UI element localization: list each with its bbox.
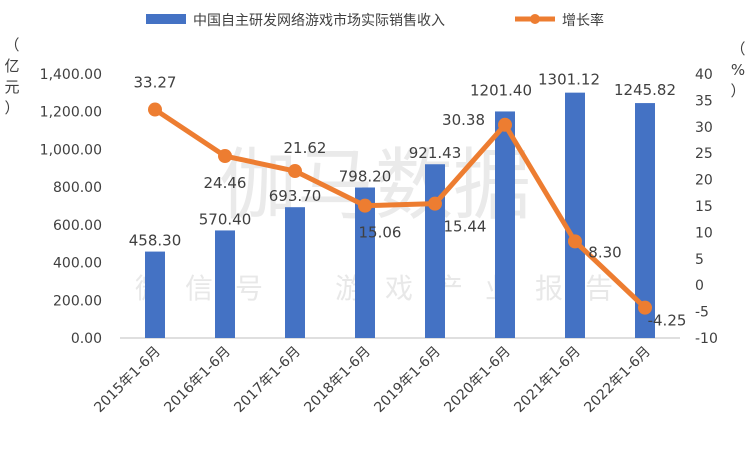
x-tick-label: 2020年1-6月 [441,344,513,416]
growth-line [153,107,647,310]
x-tick-label: 2017年1-6月 [231,344,303,416]
growth-point [498,117,512,132]
left-unit-char: ） [4,99,19,117]
line-value-label: 24.46 [204,174,247,192]
growth-point [638,300,652,315]
bar-value-label: 1245.82 [614,81,676,99]
left-tick-label: 600.00 [53,218,102,234]
left-tick-label: 0.00 [71,331,102,347]
growth-point [218,149,232,164]
left-tick-label: 800.00 [53,180,102,196]
bar [635,103,655,338]
right-tick-label: 10 [695,225,713,241]
bar-value-label: 570.40 [199,210,252,228]
growth-point [428,196,442,211]
line-value-label: -4.25 [648,312,687,330]
line-value-label: 33.27 [134,74,177,92]
right-tick-label: 0 [695,278,704,294]
right-tick-label: -5 [695,305,709,321]
right-tick-label: 20 [695,173,713,189]
right-tick-label: 40 [695,67,713,83]
left-tick-label: 1,000.00 [40,142,102,158]
plot-area: 0.00 200.00 400.00 600.00 800.00 1,000.00 1,20… [40,67,718,416]
legend-bar-label: 中国自主研发网络游戏市场实际销售收入 [193,12,445,29]
bar-value-label: 693.70 [269,187,322,205]
bar [495,111,515,338]
right-tick-label: 35 [695,93,713,109]
right-tick-label: -10 [695,331,718,347]
legend: 中国自主研发网络游戏市场实际销售收入 增长率 [146,12,604,29]
left-axis-unit: （ 亿 元 ） [4,36,19,117]
right-unit-char: ） [730,82,745,100]
growth-point [288,164,302,179]
bar-value-label: 798.20 [339,167,392,185]
x-tick-label: 2018年1-6月 [301,344,373,416]
right-axis-unit: （ % ） [730,40,745,100]
left-unit-char: （ [4,36,19,54]
left-unit-char: 元 [4,78,19,96]
left-unit-char: 亿 [4,57,19,75]
bar [565,92,585,339]
right-tick-label: 15 [695,199,713,215]
left-tick-label: 1,200.00 [40,105,102,121]
legend-line-label: 增长率 [562,12,604,29]
right-unit-char: （ [730,40,745,58]
bar-value-label: 1301.12 [538,71,600,89]
growth-point [568,234,582,249]
line-value-label: 15.44 [444,218,487,236]
line-value-label: 8.30 [588,243,621,261]
bar-value-label: 458.30 [129,232,182,250]
bar-value-label: 921.43 [409,144,462,162]
line-value-label: 15.06 [359,224,402,242]
bar [215,230,235,338]
x-tick-label: 2016年1-6月 [161,344,233,416]
bar [425,164,445,338]
legend-bar-swatch [146,14,186,24]
legend-line-marker [530,14,540,24]
right-tick-label: 30 [695,120,713,136]
growth-point [148,102,162,117]
left-tick-label: 1,400.00 [40,67,102,83]
right-unit-char: % [731,61,745,79]
x-tick-label: 2021年1-6月 [511,344,583,416]
bar [285,207,305,338]
watermark-sub: 微信号：游戏产业报告 [135,272,635,305]
right-tick-label: 25 [695,146,713,162]
x-tick-label: 2019年1-6月 [371,344,443,416]
bar [355,187,375,338]
bar [145,251,165,338]
left-tick-label: 400.00 [53,256,102,272]
x-tick-label: 2022年1-6月 [581,344,653,416]
right-tick-label: 5 [695,252,704,268]
bar-value-label: 1201.40 [470,81,532,99]
line-value-label: 30.38 [442,111,485,129]
growth-point [358,198,372,213]
left-tick-label: 200.00 [53,293,102,309]
x-tick-label: 2015年1-6月 [91,344,163,416]
line-value-label: 21.62 [284,139,327,157]
